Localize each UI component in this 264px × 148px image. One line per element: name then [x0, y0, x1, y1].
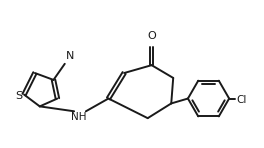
Text: Cl: Cl: [236, 95, 246, 104]
Text: NH: NH: [71, 112, 87, 122]
Text: S: S: [16, 91, 23, 101]
Text: O: O: [147, 31, 156, 41]
Text: N: N: [66, 51, 74, 61]
